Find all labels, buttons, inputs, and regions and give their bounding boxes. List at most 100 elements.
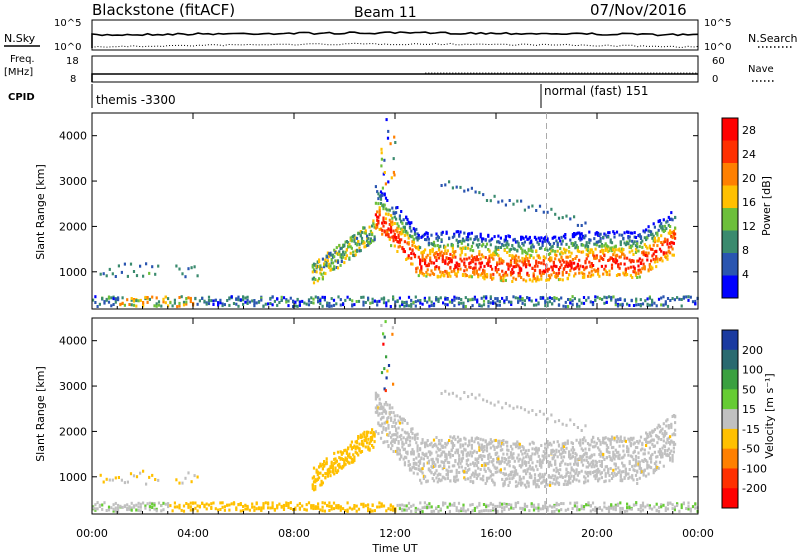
power-cell-535 <box>114 275 117 278</box>
velocity-cell-1748 <box>578 471 581 475</box>
power-cell-1708 <box>574 272 577 276</box>
velocity-cell-371 <box>496 504 499 508</box>
velocity-cell-196 <box>303 507 306 511</box>
velocity-cell-571 <box>157 478 160 482</box>
velocity-cell-1087 <box>439 479 442 483</box>
velocity-cell-1630 <box>552 449 555 453</box>
power-cell-882 <box>400 220 403 224</box>
velocity-cell-111 <box>210 507 213 510</box>
power-cell-1635 <box>559 266 562 269</box>
velocity-cell-1035 <box>427 459 430 463</box>
power-cell-1204 <box>468 256 471 260</box>
power-cell-1247 <box>477 258 480 261</box>
power-cell-1771 <box>586 253 590 257</box>
velocity-cell-2099 <box>651 430 654 434</box>
power-cell-1269 <box>482 270 485 274</box>
power-cell-1291 <box>485 273 489 277</box>
power-cell-1418 <box>513 258 516 262</box>
power-cell-1398 <box>508 254 511 257</box>
velocity-cell-133 <box>237 503 240 507</box>
velocity-cell-1685 <box>564 475 567 479</box>
velocity-cell-108 <box>205 507 208 511</box>
power-cell-121 <box>230 295 233 299</box>
power-cell-190 <box>307 303 311 307</box>
power-cell-222 <box>342 303 345 307</box>
velocity-cell-405 <box>532 505 536 509</box>
power-cell-829 <box>388 237 391 241</box>
power-cell-2059 <box>647 268 650 272</box>
velocity-cell-1485 <box>522 476 525 480</box>
power-cell-144 <box>255 301 258 305</box>
velocity-cell-1691 <box>565 473 568 477</box>
power-cell-1357 <box>499 257 502 261</box>
power-cell-115 <box>226 299 229 302</box>
velocity-cell-1223 <box>467 451 470 455</box>
power-cell-1654 <box>562 247 566 251</box>
power-cell-109 <box>217 303 220 307</box>
velocity-cell-215 <box>321 501 324 505</box>
velocity-colorbar-swatch-6 <box>722 448 738 469</box>
velocity-cell-2033 <box>637 441 640 445</box>
power-cell-1742 <box>581 265 585 269</box>
power-cell-911 <box>406 233 409 237</box>
power-cell-989 <box>422 273 425 277</box>
velocity-cell-790 <box>376 395 379 399</box>
velocity-cell-38 <box>130 501 133 505</box>
power-cell-1051 <box>435 259 438 262</box>
power-cell-883 <box>400 210 403 213</box>
power-cell-279 <box>414 295 417 299</box>
velocity-cell-2128 <box>657 423 660 427</box>
power-cell-768 <box>376 190 379 194</box>
velocity-cell-1876 <box>604 472 607 476</box>
velocity-cell-409 <box>537 506 540 510</box>
power-cell-326 <box>464 305 467 308</box>
velocity-cell-1947 <box>619 435 622 439</box>
velocity-cell-487 <box>626 502 629 506</box>
velocity-cell-1381 <box>501 477 504 481</box>
power-cell-751 <box>372 239 375 243</box>
velocity-cell-1408 <box>506 477 509 481</box>
velocity-cell-2090 <box>650 460 653 464</box>
velocity-cell-1547 <box>535 464 538 468</box>
velocity-cell-1603 <box>547 465 550 469</box>
velocity-cell-1997 <box>629 442 632 446</box>
velocity-cell-2133 <box>658 460 662 464</box>
velocity-cell-1899 <box>609 442 612 446</box>
power-cell-1419 <box>513 260 516 264</box>
power-cell-950 <box>415 227 418 231</box>
velocity-cell-2179 <box>669 456 672 460</box>
power-cell-1154 <box>458 240 461 243</box>
power-cell-1234 <box>474 235 477 239</box>
power-cell-2028 <box>641 267 644 271</box>
freq-lines <box>91 72 698 82</box>
velocity-cell-1898 <box>609 456 612 460</box>
power-cell-1709 <box>574 257 577 260</box>
velocity-cell-204 <box>312 507 315 511</box>
velocity-cell-1009 <box>422 464 425 468</box>
velocity-cell-1585 <box>544 446 547 450</box>
velocity-cell-42 <box>132 505 136 509</box>
power-cell-57 <box>155 304 158 308</box>
velocity-cell-1732 <box>574 458 577 462</box>
velocity-cell-2198 <box>672 441 675 445</box>
velocity-cell-1420 <box>508 473 511 477</box>
velocity-cell-475 <box>612 507 615 511</box>
velocity-cell-702 <box>349 444 352 448</box>
power-cell-330 <box>469 298 472 302</box>
nave-label: Nave <box>748 64 774 75</box>
velocity-cell-1968 <box>624 439 627 443</box>
velocity-cell-1454 <box>516 456 519 460</box>
power-cell-2210 <box>531 204 534 208</box>
velocity-cell-1078 <box>436 480 439 484</box>
power-cell-230 <box>355 300 358 303</box>
velocity-cell-485 <box>621 507 624 511</box>
velocity-cell-1823 <box>593 445 596 449</box>
velocity-cell-575 <box>184 476 187 480</box>
power-cell-1111 <box>448 237 451 241</box>
power-cell-623 <box>331 267 335 271</box>
velocity-cell-397 <box>523 508 526 512</box>
velocity-cell-416 <box>544 506 547 510</box>
velocity-cell-1588 <box>544 479 547 483</box>
power-cell-312 <box>451 298 454 302</box>
